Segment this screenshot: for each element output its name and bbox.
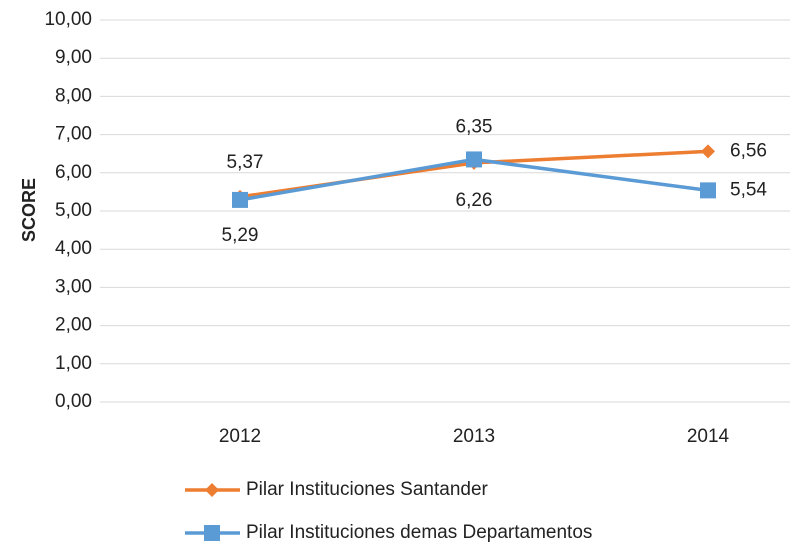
legend-label: Pilar Instituciones Santander <box>246 479 489 500</box>
data-label: 6,26 <box>456 190 493 211</box>
data-point <box>700 182 716 199</box>
y-tick-label: 3,00 <box>55 276 92 297</box>
legend-marker <box>204 525 220 541</box>
data-label: 5,29 <box>222 225 259 246</box>
data-label: 6,35 <box>456 116 493 137</box>
y-tick-label: 9,00 <box>55 47 92 68</box>
y-tick-label: 2,00 <box>55 315 92 336</box>
legend-label: Pilar Instituciones demas Departamentos <box>246 522 592 543</box>
y-tick-label: 7,00 <box>55 124 92 145</box>
y-tick-label: 10,00 <box>44 9 92 30</box>
y-tick-label: 8,00 <box>55 85 92 106</box>
x-tick-label: 2012 <box>219 426 261 447</box>
y-tick-label: 6,00 <box>55 162 92 183</box>
y-tick-label: 0,00 <box>55 391 92 412</box>
x-tick-label: 2013 <box>453 426 495 447</box>
y-axis-label: SCORE <box>19 178 39 242</box>
data-label: 6,56 <box>730 140 767 161</box>
y-tick-label: 4,00 <box>55 238 92 259</box>
x-tick-label: 2014 <box>687 426 730 447</box>
data-point <box>466 151 482 168</box>
data-label: 5,54 <box>730 179 767 200</box>
data-label: 5,37 <box>227 152 264 173</box>
legend-marker <box>205 483 219 497</box>
y-tick-label: 5,00 <box>55 200 92 221</box>
data-point <box>701 144 715 159</box>
y-tick-label: 1,00 <box>55 353 92 374</box>
data-point <box>232 191 248 208</box>
